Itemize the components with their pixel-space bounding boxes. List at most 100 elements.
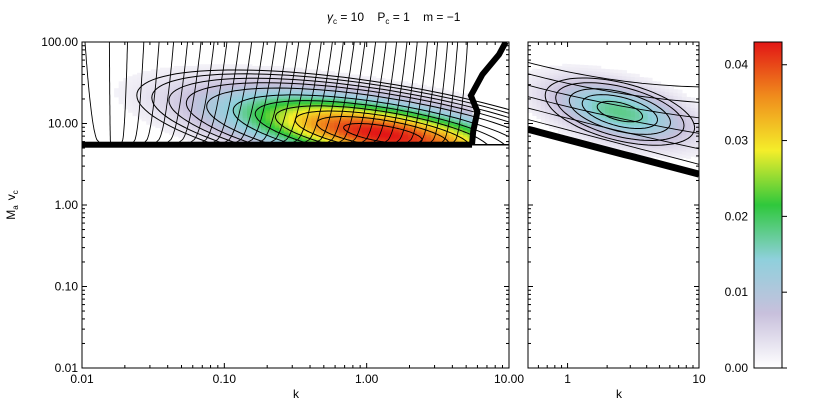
left-heatmap-cell — [366, 103, 372, 106]
left-heatmap-cell — [205, 137, 212, 141]
left-heatmap-cell — [215, 95, 221, 98]
left-heatmap-cell — [182, 134, 189, 137]
left-heatmap-cell — [127, 91, 134, 94]
right-heatmap-cell — [656, 127, 662, 131]
left-heatmap-cell — [192, 77, 198, 81]
left-heatmap-cell — [150, 110, 157, 113]
left-heatmap-cell — [256, 120, 262, 124]
left-heatmap-cell — [371, 105, 377, 108]
left-heatmap-cell — [439, 124, 446, 127]
right-heatmap-cell — [660, 146, 666, 150]
left-heatmap-cell — [398, 130, 404, 134]
left-heatmap-cell — [238, 110, 244, 113]
left-heatmap-cell — [228, 69, 235, 72]
left-heatmap-cell — [196, 115, 202, 118]
right-heatmap-cell — [557, 116, 563, 120]
left-heatmap-cell — [219, 96, 225, 100]
left-heatmap-cell — [279, 134, 285, 137]
right-heatmap-cell — [553, 65, 559, 69]
left-heatmap-cell — [260, 129, 267, 132]
right-heatmap-cell — [532, 104, 538, 108]
right-heatmap-cell — [583, 70, 589, 74]
left-heatmap-cell — [357, 89, 363, 93]
left-heatmap-cell — [357, 113, 363, 117]
right-heatmap-cell — [694, 150, 699, 155]
left-heatmap-cell — [178, 125, 184, 129]
left-heatmap-cell — [283, 117, 290, 120]
left-heatmap-cell — [462, 127, 469, 130]
left-heatmap-cell — [439, 117, 446, 120]
left-heatmap-cell — [320, 77, 326, 81]
left-contour-line — [190, 42, 215, 143]
left-heatmap-cell — [182, 108, 189, 112]
left-heatmap-cell — [283, 101, 290, 105]
left-heatmap-cell — [357, 79, 363, 82]
left-heatmap-cell — [357, 119, 363, 122]
left-heatmap-cell — [371, 122, 377, 125]
left-heatmap-cell — [403, 132, 409, 135]
right-heatmap-cell — [562, 114, 568, 118]
left-heatmap-cell — [380, 132, 386, 135]
left-heatmap-cell — [215, 110, 221, 113]
left-heatmap-cell — [160, 101, 166, 105]
left-heatmap-cell — [421, 100, 427, 103]
left-heatmap-cell — [361, 129, 368, 132]
left-heatmap-cell — [210, 112, 216, 115]
right-heatmap-cell — [596, 116, 602, 120]
right-heatmap-cell — [630, 150, 636, 155]
left-heatmap-cell — [403, 101, 409, 105]
left-heatmap-cell — [238, 136, 244, 139]
left-heatmap-cell — [398, 139, 404, 142]
right-heatmap-cell — [566, 115, 572, 119]
left-heatmap-cell — [242, 77, 248, 81]
left-heatmap-cell — [325, 127, 331, 130]
right-heatmap-cell — [545, 67, 550, 71]
x-tick-label: 10 — [692, 372, 706, 386]
left-heatmap-cell — [279, 115, 285, 118]
right-heatmap-cell — [647, 119, 653, 124]
right-heatmap-cell — [557, 89, 563, 93]
right-heatmap-cell — [566, 64, 572, 68]
left-heatmap-cell — [132, 79, 138, 82]
left-heatmap-cell — [192, 79, 198, 82]
left-heatmap-cell — [155, 77, 161, 81]
left-heatmap-cell — [416, 122, 423, 125]
left-heatmap-cell — [407, 122, 413, 125]
left-heatmap-cell — [233, 74, 239, 77]
left-heatmap-cell — [352, 129, 358, 132]
left-heatmap-cell — [366, 124, 372, 127]
left-heatmap-cell — [256, 134, 262, 137]
left-heatmap-cell — [247, 101, 253, 105]
left-heatmap-cell — [196, 83, 202, 86]
left-heatmap-cell — [127, 98, 134, 101]
left-heatmap-cell — [242, 108, 248, 112]
left-heatmap-cell — [316, 136, 322, 139]
left-heatmap-cell — [265, 139, 271, 142]
left-heatmap-cell — [150, 69, 157, 72]
left-heatmap-cell — [394, 101, 400, 105]
right-heatmap-cell — [600, 132, 606, 137]
left-heatmap-cell — [173, 117, 179, 120]
left-heatmap-cell — [311, 101, 317, 105]
right-heatmap-cell — [587, 117, 593, 121]
right-heatmap-cell — [579, 95, 585, 99]
right-heatmap-cell — [532, 110, 538, 114]
title-gamma: γ — [327, 10, 334, 24]
left-heatmap-cell — [219, 101, 225, 105]
left-heatmap-cell — [316, 130, 322, 134]
right-heatmap-cell — [686, 126, 692, 130]
left-heatmap-cell — [146, 95, 152, 98]
right-heatmap-cell — [622, 134, 627, 139]
left-heatmap-cell — [334, 100, 340, 103]
right-heatmap-cell — [583, 82, 589, 87]
left-heatmap-cell — [242, 122, 248, 125]
left-heatmap-cell — [416, 84, 423, 88]
left-heatmap-cell — [302, 127, 308, 130]
right-heatmap-cell — [570, 123, 576, 127]
right-heatmap-cell — [536, 116, 542, 120]
left-heatmap-cell — [173, 110, 179, 113]
right-heatmap-cell — [596, 89, 602, 93]
right-heatmap-cell — [617, 75, 623, 79]
right-heatmap-cell — [575, 87, 580, 91]
left-heatmap-cell — [137, 77, 143, 81]
